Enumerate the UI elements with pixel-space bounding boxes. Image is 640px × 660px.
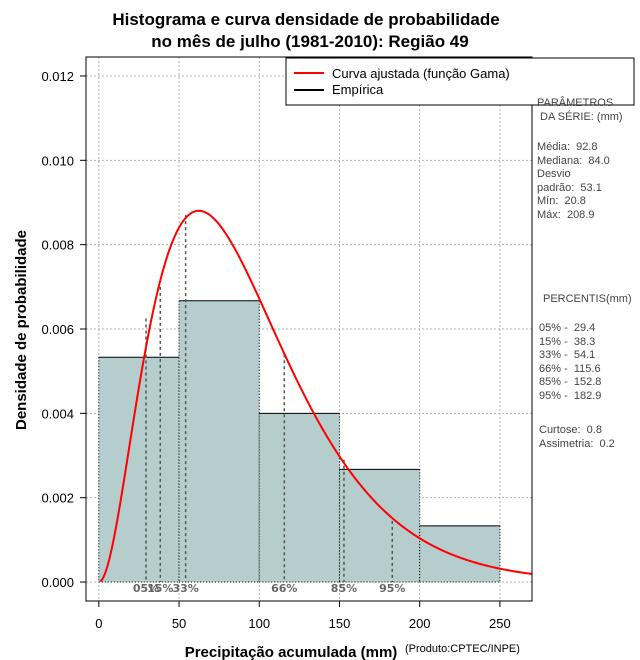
percentile-label-2: 33% <box>172 582 198 595</box>
x-tick-label-4: 200 <box>409 616 431 631</box>
x-tick-label-3: 150 <box>329 616 351 631</box>
y-tick-label-4: 0.008 <box>41 238 74 253</box>
legend-box <box>285 57 635 106</box>
y-tick-label-1: 0.002 <box>41 491 74 506</box>
x-tick-label-0: 0 <box>95 616 102 631</box>
x-tick-label-1: 50 <box>172 616 186 631</box>
axes: 0 50 100 150 200 250 0.000 0.002 0.004 0.006 0.008… <box>41 69 510 631</box>
percentis-values: 05% - 29.4 15% - 38.3 33% - 54.1 66% - 1… <box>539 322 602 402</box>
params-values: Média: 92.8 Mediana: 84.0 Desvio padrão:… <box>537 141 610 221</box>
histogram-bar-1 <box>179 300 260 583</box>
percentile-label-0: 05% <box>133 582 159 595</box>
y-tick-label-3: 0.006 <box>41 322 74 337</box>
legend-label-empirical: Empírica <box>332 82 384 97</box>
y-tick-label-6: 0.012 <box>41 69 74 84</box>
histogram-bar-2 <box>259 413 340 583</box>
params-heading: PARÂMETROS DA SÉRIE: (mm) <box>537 97 623 123</box>
x-axis-title: Precipitação acumulada (mm) <box>185 644 398 660</box>
percentile-label-4: 85% <box>331 582 357 595</box>
x-tick-label-2: 100 <box>248 616 270 631</box>
chart-title-line1: Histograma e curva densidade de probabil… <box>112 10 499 29</box>
percentile-label-5: 95% <box>379 582 405 595</box>
gamma-curve-layer <box>99 209 533 583</box>
chart-title-line2: no mês de julho (1981-2010): Região 49 <box>151 32 468 51</box>
legend: Curva ajustada (função Gama) Empírica <box>285 57 635 106</box>
y-tick-label-0: 0.000 <box>41 575 74 590</box>
y-axis-title: Densidade de probabilidade <box>13 230 30 430</box>
percentile-label-1: 15% <box>147 582 173 595</box>
histogram-bar-4 <box>419 525 500 583</box>
percentis-heading: PERCENTIS(mm) <box>543 293 632 305</box>
y-tick-label-2: 0.004 <box>41 406 74 421</box>
percentile-lines: 05%15% 33% 66% 85% 95% <box>133 215 405 595</box>
shape-stats: Curtose: 0.8 Assimetria: 0.2 <box>539 424 615 450</box>
histogram-bar-3 <box>339 469 420 583</box>
credit-text: (Produto:CPTEC/INPE) <box>405 643 520 655</box>
gamma-fit-curve <box>99 209 533 583</box>
x-tick-label-5: 250 <box>489 616 511 631</box>
y-tick-label-5: 0.010 <box>41 153 74 168</box>
percentile-label-3: 66% <box>271 582 297 595</box>
histogram-bars <box>98 300 501 583</box>
legend-label-curve: Curva ajustada (função Gama) <box>332 66 510 81</box>
